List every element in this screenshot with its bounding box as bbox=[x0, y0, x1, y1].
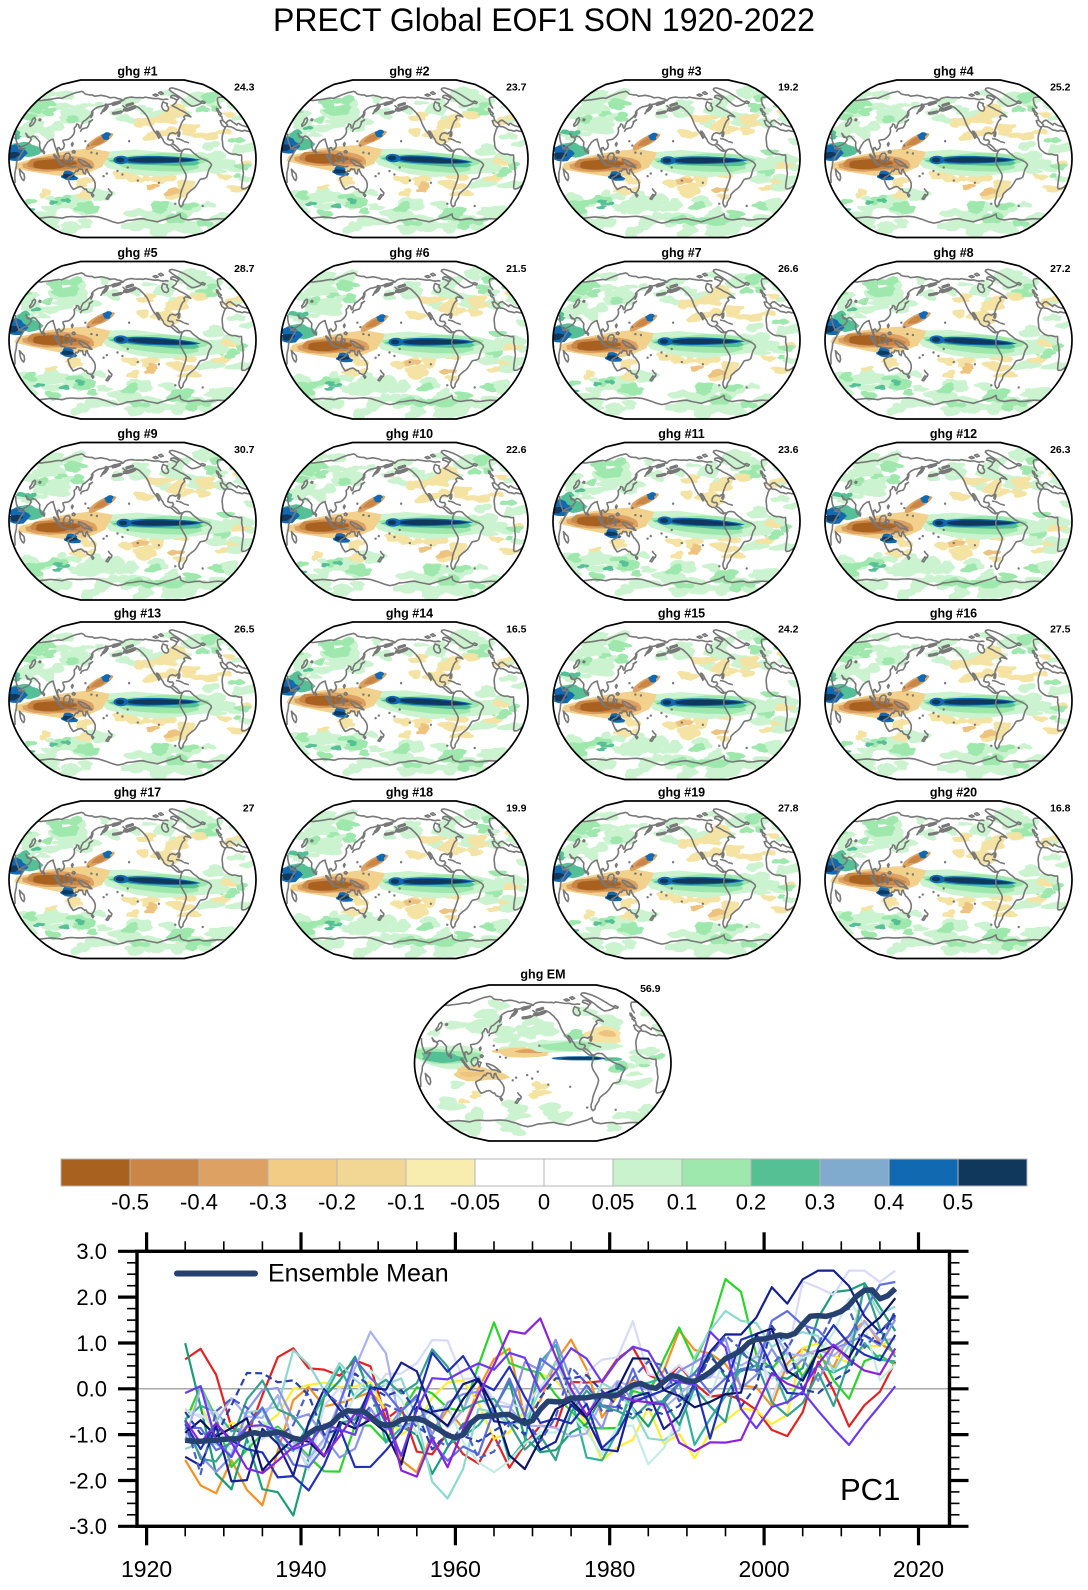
svg-text:0.0: 0.0 bbox=[76, 1377, 107, 1402]
svg-text:-3.0: -3.0 bbox=[69, 1514, 107, 1539]
svg-text:0.5: 0.5 bbox=[943, 1190, 974, 1215]
svg-text:16.5: 16.5 bbox=[506, 624, 527, 636]
svg-text:23.6: 23.6 bbox=[778, 444, 799, 456]
svg-text:ghg #7: ghg #7 bbox=[661, 246, 701, 260]
svg-text:ghg #13: ghg #13 bbox=[114, 607, 161, 621]
svg-text:2.0: 2.0 bbox=[76, 1285, 107, 1310]
svg-text:26.6: 26.6 bbox=[778, 263, 799, 275]
svg-text:27.5: 27.5 bbox=[1050, 624, 1071, 636]
svg-text:27.8: 27.8 bbox=[778, 803, 799, 815]
svg-text:28.7: 28.7 bbox=[234, 263, 255, 275]
svg-text:23.7: 23.7 bbox=[506, 82, 527, 94]
svg-text:ghg #18: ghg #18 bbox=[386, 786, 433, 800]
svg-text:30.7: 30.7 bbox=[234, 444, 255, 456]
svg-text:PC1: PC1 bbox=[840, 1472, 900, 1507]
svg-text:ghg #8: ghg #8 bbox=[933, 246, 973, 260]
svg-text:0.3: 0.3 bbox=[805, 1190, 836, 1215]
svg-text:-0.05: -0.05 bbox=[450, 1190, 500, 1215]
svg-text:ghg #4: ghg #4 bbox=[933, 65, 973, 79]
svg-text:-0.4: -0.4 bbox=[180, 1190, 218, 1215]
svg-text:1960: 1960 bbox=[430, 1556, 481, 1582]
svg-text:25.2: 25.2 bbox=[1050, 82, 1071, 94]
svg-text:26.5: 26.5 bbox=[234, 624, 255, 636]
svg-text:0.1: 0.1 bbox=[667, 1190, 698, 1215]
svg-text:2000: 2000 bbox=[739, 1556, 790, 1582]
svg-text:16.8: 16.8 bbox=[1050, 803, 1071, 815]
svg-text:-0.2: -0.2 bbox=[318, 1190, 356, 1215]
svg-text:ghg #17: ghg #17 bbox=[114, 786, 161, 800]
svg-text:27: 27 bbox=[243, 803, 255, 815]
svg-text:-1.0: -1.0 bbox=[69, 1422, 107, 1447]
svg-text:ghg EM: ghg EM bbox=[520, 968, 565, 982]
svg-text:ghg #1: ghg #1 bbox=[117, 65, 157, 79]
svg-text:ghg #11: ghg #11 bbox=[658, 427, 705, 441]
svg-text:ghg #9: ghg #9 bbox=[117, 427, 157, 441]
svg-text:ghg #12: ghg #12 bbox=[930, 427, 977, 441]
svg-text:1.0: 1.0 bbox=[76, 1331, 107, 1356]
svg-text:0: 0 bbox=[538, 1190, 550, 1215]
svg-text:19.2: 19.2 bbox=[778, 82, 799, 94]
svg-text:24.2: 24.2 bbox=[778, 624, 799, 636]
svg-text:19.9: 19.9 bbox=[506, 803, 527, 815]
svg-text:-0.3: -0.3 bbox=[249, 1190, 287, 1215]
svg-text:2020: 2020 bbox=[893, 1556, 944, 1582]
svg-text:27.2: 27.2 bbox=[1050, 263, 1071, 275]
svg-text:ghg #5: ghg #5 bbox=[117, 246, 157, 260]
svg-text:0.2: 0.2 bbox=[736, 1190, 767, 1215]
svg-text:26.3: 26.3 bbox=[1050, 444, 1071, 456]
svg-text:-0.5: -0.5 bbox=[111, 1190, 149, 1215]
svg-text:ghg #20: ghg #20 bbox=[930, 786, 977, 800]
svg-text:ghg #19: ghg #19 bbox=[658, 786, 705, 800]
svg-text:ghg #3: ghg #3 bbox=[661, 65, 701, 79]
svg-text:0.4: 0.4 bbox=[874, 1190, 905, 1215]
svg-text:ghg #15: ghg #15 bbox=[658, 607, 705, 621]
svg-text:0.05: 0.05 bbox=[592, 1190, 635, 1215]
svg-text:56.9: 56.9 bbox=[640, 983, 661, 995]
svg-text:3.0: 3.0 bbox=[76, 1239, 107, 1264]
svg-text:ghg #6: ghg #6 bbox=[389, 246, 429, 260]
svg-text:21.5: 21.5 bbox=[506, 263, 527, 275]
svg-text:1920: 1920 bbox=[121, 1556, 172, 1582]
svg-text:-0.1: -0.1 bbox=[387, 1190, 425, 1215]
svg-text:1980: 1980 bbox=[584, 1556, 635, 1582]
svg-text:ghg #2: ghg #2 bbox=[389, 65, 429, 79]
svg-text:22.6: 22.6 bbox=[506, 444, 527, 456]
svg-text:24.3: 24.3 bbox=[234, 82, 255, 94]
svg-text:PRECT Global EOF1 SON 1920-202: PRECT Global EOF1 SON 1920-2022 bbox=[273, 2, 815, 38]
svg-text:Ensemble Mean: Ensemble Mean bbox=[268, 1260, 449, 1288]
svg-text:1940: 1940 bbox=[275, 1556, 326, 1582]
svg-text:-2.0: -2.0 bbox=[69, 1468, 107, 1493]
svg-text:ghg #16: ghg #16 bbox=[930, 607, 977, 621]
svg-text:ghg #10: ghg #10 bbox=[386, 427, 433, 441]
svg-text:ghg #14: ghg #14 bbox=[386, 607, 433, 621]
